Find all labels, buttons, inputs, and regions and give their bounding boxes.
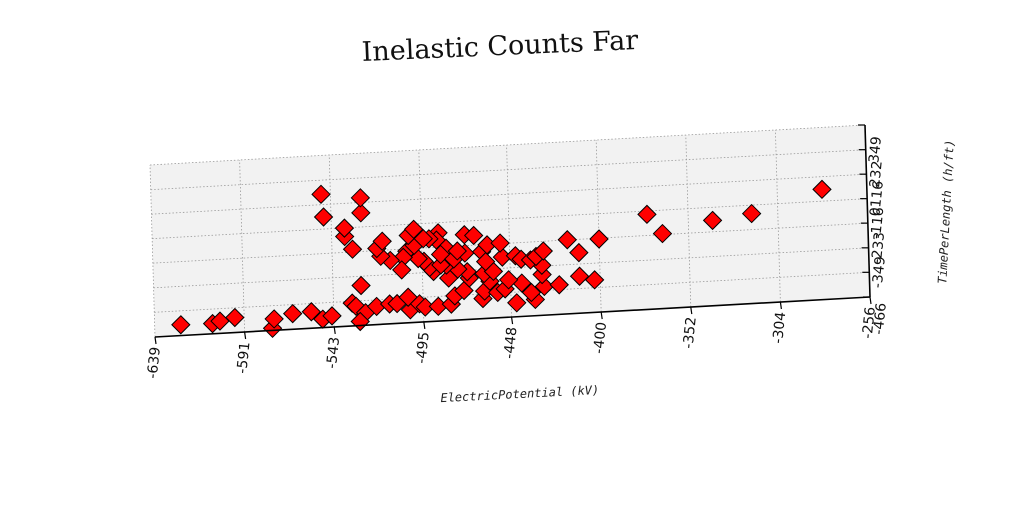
x-axis-label: ElectricPotential (kV) — [440, 383, 599, 405]
x-tick-label: -256 — [860, 306, 879, 339]
data-point — [351, 275, 371, 296]
data-point — [301, 302, 322, 322]
y-axis-line — [864, 124, 871, 298]
x-tick-mark — [690, 306, 693, 315]
y-grid-line — [154, 271, 870, 313]
data-point — [557, 230, 577, 250]
data-point — [334, 218, 355, 238]
x-tick-label: -639 — [145, 346, 164, 379]
data-point — [313, 207, 334, 227]
data-point — [413, 228, 433, 249]
data-point — [475, 251, 496, 272]
data-point — [311, 184, 331, 205]
chart-title: Inelastic Counts Far — [361, 25, 639, 68]
x-tick-mark — [244, 331, 247, 340]
data-point — [264, 309, 284, 329]
y-grid-line — [152, 198, 868, 240]
x-tick-mark — [423, 321, 426, 330]
y-axis-label: TimePerLength (h/ft) — [935, 139, 957, 284]
x-grid-line — [685, 135, 692, 308]
data-point — [392, 260, 412, 280]
x-grid-line — [328, 154, 335, 327]
x-tick-mark — [779, 301, 782, 310]
data-points — [171, 179, 832, 339]
data-point — [702, 210, 723, 231]
data-point — [741, 203, 762, 224]
data-point — [498, 270, 519, 290]
y-grid-line — [151, 173, 867, 215]
y-tick-label: 232 — [867, 160, 886, 188]
y-tick-label: -233 — [869, 231, 888, 264]
x-tick-mark — [333, 326, 336, 335]
data-point — [652, 223, 673, 244]
data-point — [812, 179, 832, 200]
data-point — [403, 219, 424, 240]
data-point — [431, 255, 451, 275]
data-point — [342, 239, 363, 259]
data-point — [372, 231, 392, 251]
data-point — [463, 225, 484, 246]
x-tick-labels: -639 -591 -543 -495 -448 -400 -352 -304 -256 — [145, 306, 879, 379]
x-tick-label: -448 — [501, 326, 520, 359]
x-tick-mark — [869, 296, 872, 305]
data-point — [637, 204, 657, 225]
x-tick-label: -543 — [324, 336, 343, 369]
data-point — [533, 241, 554, 261]
data-point — [351, 203, 371, 223]
x-tick-label: -304 — [770, 311, 789, 344]
data-point — [447, 241, 467, 261]
data-point — [507, 293, 527, 313]
data-point — [430, 244, 451, 265]
x-tick-label: -495 — [414, 331, 433, 364]
axes — [154, 124, 872, 345]
y-grid-line — [152, 222, 868, 264]
x-tick-mark — [600, 311, 603, 320]
data-point — [521, 282, 542, 303]
x-grid-line — [149, 164, 156, 338]
data-point — [171, 315, 191, 335]
y-grid-line — [153, 247, 869, 289]
x-grid-line — [774, 130, 781, 303]
y-tick-label: -466 — [871, 302, 890, 335]
x-grid-line — [418, 149, 425, 322]
x-axis-line — [154, 296, 871, 338]
data-point — [569, 242, 589, 263]
y-tick-label: 349 — [866, 136, 885, 164]
x-tick-label: -352 — [681, 316, 700, 349]
y-tick-label: -349 — [870, 256, 889, 289]
x-tick-label: -591 — [234, 341, 253, 374]
x-tick-mark — [510, 316, 514, 325]
data-point — [322, 306, 342, 326]
data-point — [534, 276, 555, 297]
data-point — [282, 303, 303, 324]
data-point — [454, 280, 474, 301]
data-point — [549, 275, 569, 295]
data-point — [569, 266, 590, 286]
x-grid-line — [239, 159, 246, 332]
data-point — [262, 318, 283, 339]
data-point — [350, 188, 371, 208]
x-tick-label: -400 — [591, 321, 610, 354]
plot-area — [150, 125, 870, 337]
y-tick-label: 0116 — [867, 180, 887, 217]
data-point — [490, 233, 510, 253]
data-point — [589, 229, 609, 249]
y-tick-label: -116 — [868, 206, 887, 239]
x-tick-mark — [154, 336, 157, 345]
y-grid-line — [149, 124, 866, 166]
data-point — [225, 307, 245, 328]
y-grid-line — [150, 149, 866, 191]
